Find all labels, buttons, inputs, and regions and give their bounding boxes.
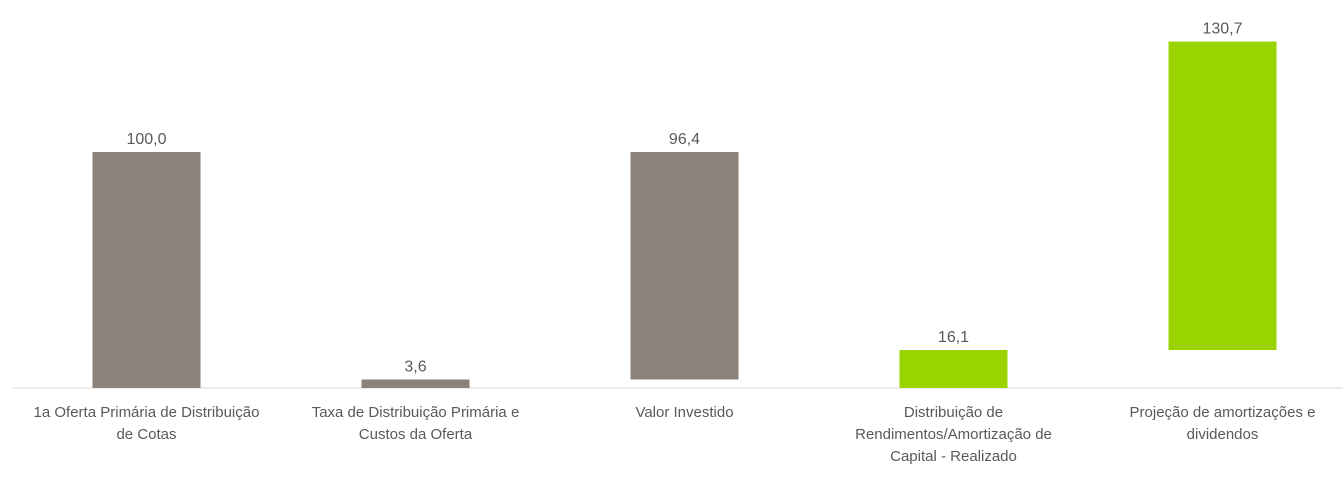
x-tick-label: Projeção de amortizações e dividendos bbox=[1129, 404, 1316, 443]
value-label: 16,1 bbox=[938, 329, 969, 346]
bar bbox=[630, 152, 739, 380]
value-label: 3,6 bbox=[404, 359, 426, 376]
bar bbox=[92, 152, 201, 388]
value-label: 96,4 bbox=[669, 131, 700, 148]
bar bbox=[1168, 41, 1277, 351]
x-tick-label: Valor Investido bbox=[635, 404, 734, 421]
x-tick-label: Distribuição de Rendimentos/Amortização … bbox=[855, 404, 1052, 465]
bar bbox=[361, 379, 470, 388]
x-tick-label: 1a Oferta Primária de Distribuição de Co… bbox=[33, 404, 260, 443]
x-tick-label: Taxa de Distribuição Primária e Custos d… bbox=[311, 404, 520, 443]
bar bbox=[899, 350, 1008, 388]
value-label: 100,0 bbox=[126, 131, 166, 148]
value-label: 130,7 bbox=[1202, 21, 1242, 38]
